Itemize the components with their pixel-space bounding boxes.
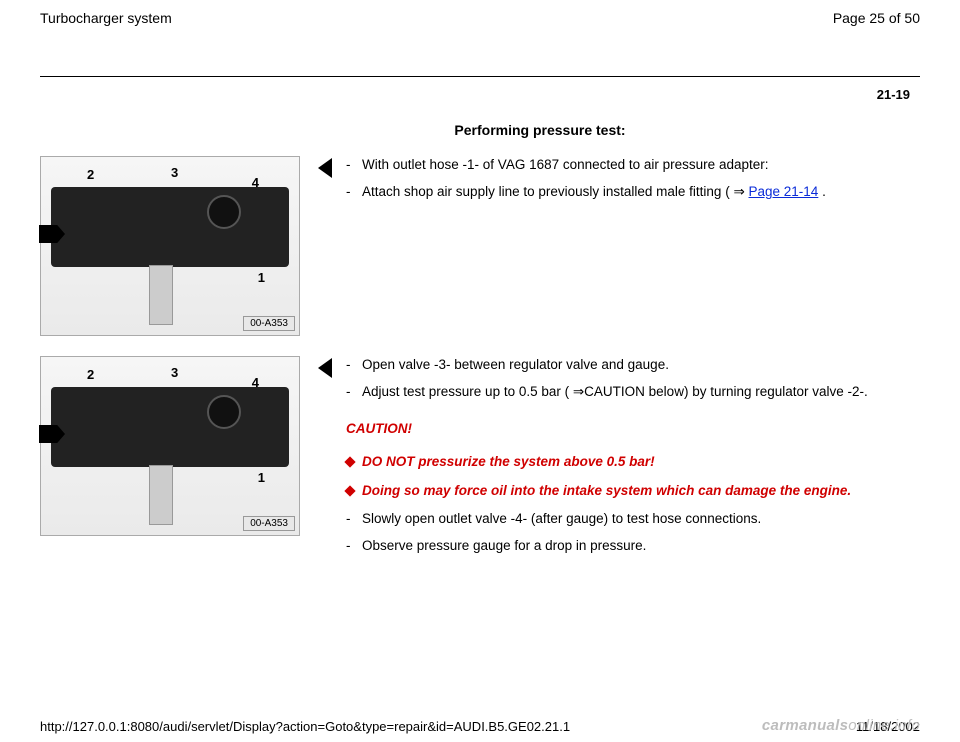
diamond-bullet-icon (344, 456, 355, 467)
dash-bullet-icon: - (346, 356, 356, 375)
page-link[interactable]: Page 21-14 (749, 184, 819, 199)
caution-item: Doing so may force oil into the intake s… (342, 482, 868, 501)
dash-bullet-icon: - (346, 383, 356, 402)
list-item-text: Slowly open outlet valve -4- (after gaug… (362, 510, 868, 529)
figure-label-4: 4 (252, 375, 259, 390)
list-item: - Attach shop air supply line to previou… (342, 183, 826, 202)
list-item: - Adjust test pressure up to 0.5 bar ( ⇒… (342, 383, 868, 402)
figure-gauge (207, 195, 241, 229)
figure-2: 2 3 4 1 00-A353 (40, 356, 300, 536)
page-header: Turbocharger system Page 25 of 50 (40, 0, 920, 36)
list-item-text: With outlet hose -1- of VAG 1687 connect… (362, 156, 826, 175)
caution-heading: CAUTION! (346, 420, 868, 439)
list-item-text: Open valve -3- between regulator valve a… (362, 356, 868, 375)
diamond-bullet-icon (344, 485, 355, 496)
step-pointer-icon (318, 158, 332, 178)
page-number: 21-19 (40, 87, 910, 102)
figure-label-3: 3 (171, 165, 178, 180)
dash-bullet-icon: - (346, 183, 356, 202)
figure-label-3: 3 (171, 365, 178, 380)
list-item: - Open valve -3- between regulator valve… (342, 356, 868, 375)
list-item-text: Observe pressure gauge for a drop in pre… (362, 537, 868, 556)
block1-text: - With outlet hose -1- of VAG 1687 conne… (342, 156, 826, 210)
figure-badge: 00-A353 (243, 516, 295, 531)
content-block-1: 2 3 4 1 00-A353 - With outlet hose -1- o… (40, 156, 920, 336)
figure-1: 2 3 4 1 00-A353 (40, 156, 300, 336)
figure-badge: 00-A353 (243, 316, 295, 331)
figure-body (51, 187, 289, 267)
figure-label-4: 4 (252, 175, 259, 190)
caution-text: Doing so may force oil into the intake s… (362, 482, 868, 501)
figure-pipe (149, 265, 173, 325)
dash-bullet-icon: - (346, 156, 356, 175)
figure-gauge (207, 395, 241, 429)
footer-url: http://127.0.0.1:8080/audi/servlet/Displ… (40, 719, 570, 734)
header-rule (40, 76, 920, 77)
list-item-text: Attach shop air supply line to previousl… (362, 183, 826, 202)
block2-right: - Open valve -3- between regulator valve… (318, 356, 868, 564)
figure-label-2: 2 (87, 367, 94, 382)
text-fragment: Attach shop air supply line to previousl… (362, 184, 733, 199)
watermark-part: carmanuals (762, 717, 848, 734)
watermark-part: online (848, 717, 890, 734)
dash-bullet-icon: - (346, 510, 356, 529)
block1-right: - With outlet hose -1- of VAG 1687 conne… (318, 156, 826, 210)
figure-label-2: 2 (87, 167, 94, 182)
arrow-icon: ⇒ (733, 184, 748, 199)
list-item: - With outlet hose -1- of VAG 1687 conne… (342, 156, 826, 175)
figure-pipe (149, 465, 173, 525)
block2-text: - Open valve -3- between regulator valve… (342, 356, 868, 564)
text-fragment: . (818, 184, 826, 199)
pager-label: Page 25 of 50 (833, 10, 920, 26)
figure-label-1: 1 (258, 270, 265, 285)
content-block-2: 2 3 4 1 00-A353 - Open valve -3- between… (40, 356, 920, 564)
watermark: carmanualsonline.info (762, 717, 920, 734)
list-item: - Slowly open outlet valve -4- (after ga… (342, 510, 868, 529)
figure-body (51, 387, 289, 467)
list-item: - Observe pressure gauge for a drop in p… (342, 537, 868, 556)
doc-title: Turbocharger system (40, 10, 172, 26)
figure-label-1: 1 (258, 470, 265, 485)
page-root: Turbocharger system Page 25 of 50 21-19 … (0, 0, 960, 742)
caution-item: DO NOT pressurize the system above 0.5 b… (342, 453, 868, 472)
section-title: Performing pressure test: (40, 122, 920, 138)
dash-bullet-icon: - (346, 537, 356, 556)
caution-text: DO NOT pressurize the system above 0.5 b… (362, 453, 868, 472)
list-item-text: Adjust test pressure up to 0.5 bar ( ⇒CA… (362, 383, 868, 402)
watermark-part: .info (890, 717, 920, 734)
step-pointer-icon (318, 358, 332, 378)
